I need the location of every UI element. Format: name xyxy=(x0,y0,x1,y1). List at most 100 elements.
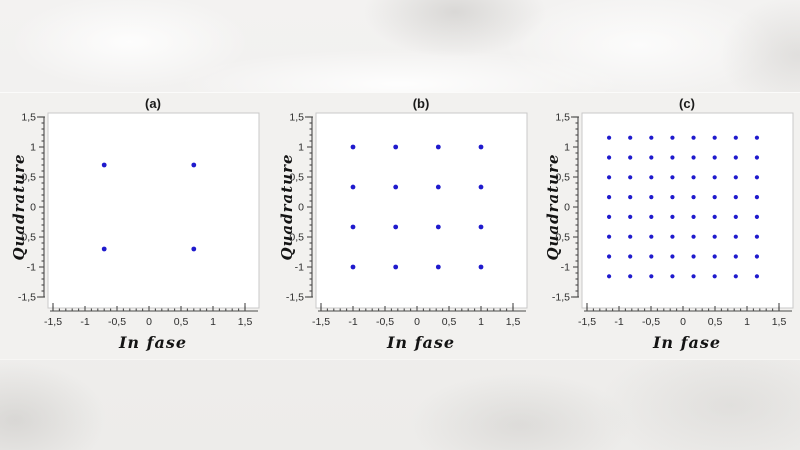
constellation-point xyxy=(691,214,696,219)
constellation-point xyxy=(712,234,717,239)
tick-label: -1 xyxy=(614,316,623,328)
constellation-point xyxy=(733,135,738,140)
constellation-point xyxy=(350,264,356,270)
x-axis: -1,5 -1 -0,5 0 0,5 1 1,5 xyxy=(578,303,792,328)
constellation-point xyxy=(670,234,675,239)
constellation-point xyxy=(649,254,654,259)
constellation-point xyxy=(712,175,717,180)
x-axis-label: In fase xyxy=(118,333,187,352)
constellation-point xyxy=(670,175,675,180)
constellation-point xyxy=(606,214,612,219)
constellation-point xyxy=(754,254,760,259)
tick-label: 0 xyxy=(680,316,686,328)
tick-label: -1,5 xyxy=(552,292,570,304)
constellation-panel-c: (c) 1,510,50-0,5-1-1,5 -1,5 -1 -0,5 0 0,5 1 1,… xyxy=(544,96,794,352)
constellation-point xyxy=(691,195,696,200)
constellation-point xyxy=(393,184,399,190)
constellation-point xyxy=(670,254,675,259)
constellation-point xyxy=(670,214,675,219)
tick-label: -1,5 xyxy=(44,316,62,328)
constellation-point xyxy=(606,254,612,259)
constellation-point xyxy=(649,274,654,279)
tick-label: 0 xyxy=(30,202,36,214)
constellation-point xyxy=(754,175,760,180)
constellation-point xyxy=(101,246,107,252)
y-axis-label: Quadrature xyxy=(544,153,562,260)
tick-label: -0,5 xyxy=(108,316,126,328)
constellation-point xyxy=(628,135,633,140)
constellation-point xyxy=(754,155,760,160)
constellation-point xyxy=(478,224,484,230)
tick-label: -1 xyxy=(80,316,89,328)
x-axis-label: In fase xyxy=(386,333,455,352)
constellation-point xyxy=(691,175,696,180)
constellation-point xyxy=(628,254,633,259)
constellation-point xyxy=(733,195,738,200)
constellation-point xyxy=(691,254,696,259)
constellation-point xyxy=(712,155,717,160)
tick-label: -1 xyxy=(561,262,570,274)
constellation-points xyxy=(101,162,197,252)
constellation-panel-a: (a) 1,510,500,5-1-1,5 -1,5 -1 -0,5 0 0,5 1 1,5… xyxy=(10,96,260,352)
constellation-point xyxy=(606,175,612,180)
tick-label: 0 xyxy=(298,202,304,214)
y-axis: 1,5 1 0,5 0 0,5 -1 -1,5 xyxy=(18,112,45,304)
constellation-point xyxy=(350,184,356,190)
constellation-point xyxy=(691,155,696,160)
constellation-point xyxy=(733,254,738,259)
constellation-point xyxy=(628,195,633,200)
y-axis: 1,5 1 0,5 0 -0,5 -1 -1,5 xyxy=(286,112,313,304)
tick-label: -1 xyxy=(348,316,357,328)
constellation-point xyxy=(101,162,107,168)
panel-title: (b) xyxy=(413,96,430,111)
tick-label: 1 xyxy=(744,316,750,328)
constellation-point xyxy=(628,234,633,239)
x-axis: -1,5 -1 -0,5 0 0,5 1 1,5 xyxy=(312,303,526,328)
tick-label: -0,5 xyxy=(376,316,394,328)
constellation-point xyxy=(628,155,633,160)
tick-label: 0,5 xyxy=(708,316,723,328)
tick-label: -0,5 xyxy=(286,232,304,244)
constellation-point xyxy=(754,234,760,239)
x-axis: -1,5 -1 -0,5 0 0,5 1 1,5 xyxy=(44,303,258,328)
constellation-point xyxy=(712,274,717,279)
tick-label: 0,5 xyxy=(289,172,304,184)
constellation-point xyxy=(691,135,696,140)
constellation-point xyxy=(649,175,654,180)
constellation-point xyxy=(733,214,738,219)
constellation-point xyxy=(754,214,760,219)
constellation-point xyxy=(691,274,696,279)
tick-label: 1,5 xyxy=(289,112,304,124)
tick-label: 1,5 xyxy=(21,112,36,124)
y-axis-label: Quadrature xyxy=(278,153,296,260)
constellation-point xyxy=(649,155,654,160)
constellation-point xyxy=(350,224,356,230)
y-axis: 1,5 1 0,5 0 -0,5 -1 -1,5 xyxy=(552,112,579,304)
constellation-point xyxy=(628,175,633,180)
tick-label: 1 xyxy=(298,142,304,154)
constellation-point xyxy=(733,274,738,279)
tick-label: 1,5 xyxy=(555,112,570,124)
constellation-point xyxy=(478,184,484,190)
constellation-point xyxy=(606,155,612,160)
tick-label: -1 xyxy=(27,262,36,274)
figure-strip: (a) 1,5 1 0,5 0 0,5 -1 -1,5 -1,5 -1 -0,5 0 0,5 1 1,5… xyxy=(0,92,800,360)
constellation-point xyxy=(393,144,399,150)
constellation-point xyxy=(712,135,717,140)
constellation-point xyxy=(191,246,197,252)
tick-label: 1,5 xyxy=(506,316,521,328)
plot-area xyxy=(315,112,528,309)
constellation-point xyxy=(478,144,484,150)
constellation-point xyxy=(670,195,675,200)
plot-area xyxy=(47,112,260,309)
tick-label: -1,5 xyxy=(18,292,36,304)
constellation-point xyxy=(191,162,197,168)
tick-label: -0,5 xyxy=(552,232,570,244)
constellation-point xyxy=(754,135,760,140)
tick-label: 1 xyxy=(210,316,216,328)
y-axis-label: Quadrature xyxy=(10,153,28,260)
constellation-point xyxy=(733,155,738,160)
tick-label: 0 xyxy=(414,316,420,328)
constellation-points xyxy=(606,135,760,279)
